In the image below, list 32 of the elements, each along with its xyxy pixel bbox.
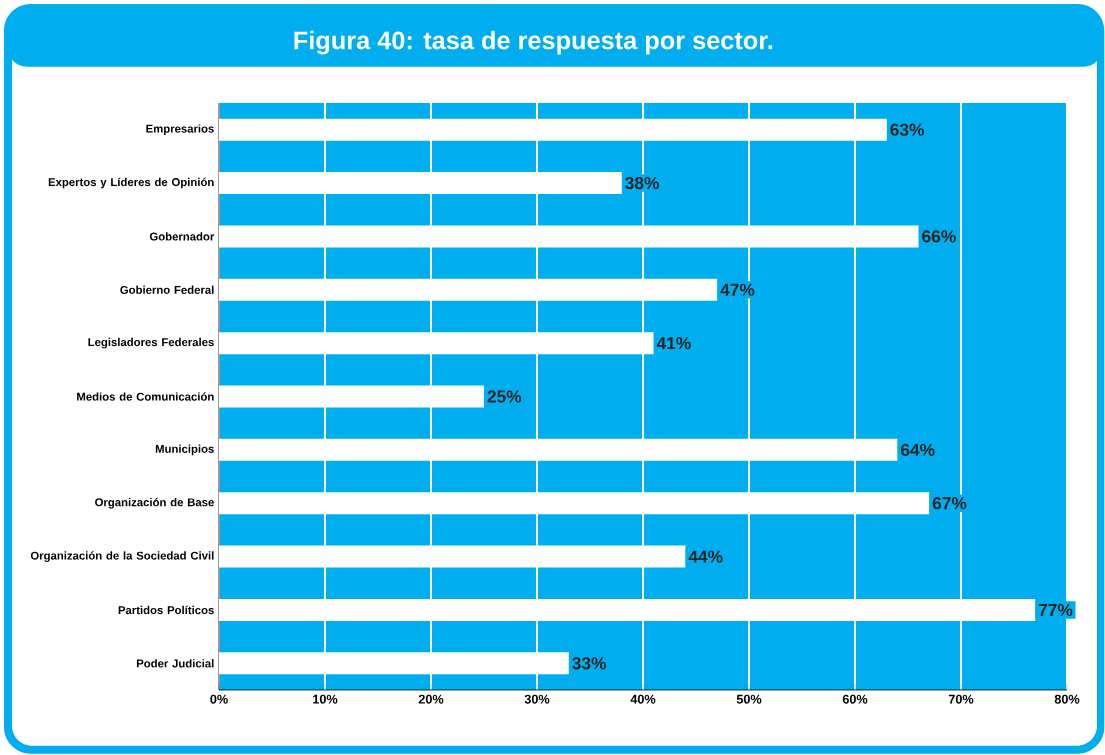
- y-tick-label: Empresarios: [146, 124, 214, 135]
- y-tick-label: Gobierno Federal: [120, 285, 214, 294]
- data-label: 47%: [720, 283, 755, 296]
- y-tick-label: Expertos y Líderes de Opinión: [48, 177, 214, 189]
- data-label: 44%: [688, 550, 723, 563]
- data-label: 41%: [656, 337, 691, 350]
- x-tick-label: 20%: [418, 694, 444, 704]
- y-tick-label: Organización de Base: [95, 497, 214, 509]
- x-tick-label: 60%: [842, 694, 868, 704]
- x-tick-label: 30%: [524, 694, 550, 704]
- y-tick-label: Legisladores Federales: [88, 337, 214, 349]
- data-label: 25%: [487, 390, 522, 403]
- y-tick-label: Poder Judicial: [136, 659, 214, 668]
- y-tick-label: Gobernador: [149, 232, 215, 241]
- x-tick-label: 0%: [210, 694, 228, 704]
- data-label: 67%: [932, 497, 967, 510]
- y-tick-label: Municipios: [155, 444, 214, 456]
- data-label: 33%: [572, 657, 606, 670]
- chart-title: Figura 40: tasa de respuesta por sector.: [294, 30, 773, 55]
- y-tick-label: Partidos Políticos: [118, 605, 214, 615]
- data-label: 64%: [900, 443, 935, 456]
- data-label: 38%: [625, 176, 659, 190]
- x-tick-label: 80%: [1054, 694, 1080, 704]
- x-tick-label: 40%: [630, 694, 656, 704]
- x-tick-label: 50%: [736, 694, 762, 704]
- data-label: 77%: [1038, 603, 1073, 617]
- y-tick-label: Medios de Comunicación: [77, 392, 214, 401]
- data-label: 63%: [890, 123, 924, 136]
- data-label: 66%: [922, 230, 956, 243]
- x-tick-label: 10%: [313, 694, 338, 704]
- y-tick-label: Organización de la Sociedad Civil: [30, 551, 214, 562]
- x-tick-label: 70%: [948, 694, 974, 704]
